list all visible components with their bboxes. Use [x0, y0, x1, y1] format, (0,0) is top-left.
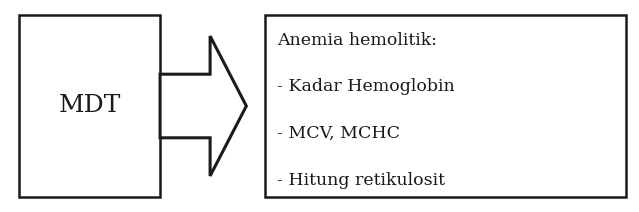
Bar — [265, 15, 626, 197]
Text: MDT: MDT — [58, 95, 121, 117]
Bar — [19, 15, 160, 197]
Polygon shape — [160, 36, 247, 176]
Text: - Kadar Hemoglobin: - Kadar Hemoglobin — [277, 78, 454, 95]
Text: - MCV, MCHC: - MCV, MCHC — [277, 125, 399, 142]
Text: Anemia hemolitik:: Anemia hemolitik: — [277, 32, 436, 49]
Text: - Hitung retikulosit: - Hitung retikulosit — [277, 172, 445, 189]
